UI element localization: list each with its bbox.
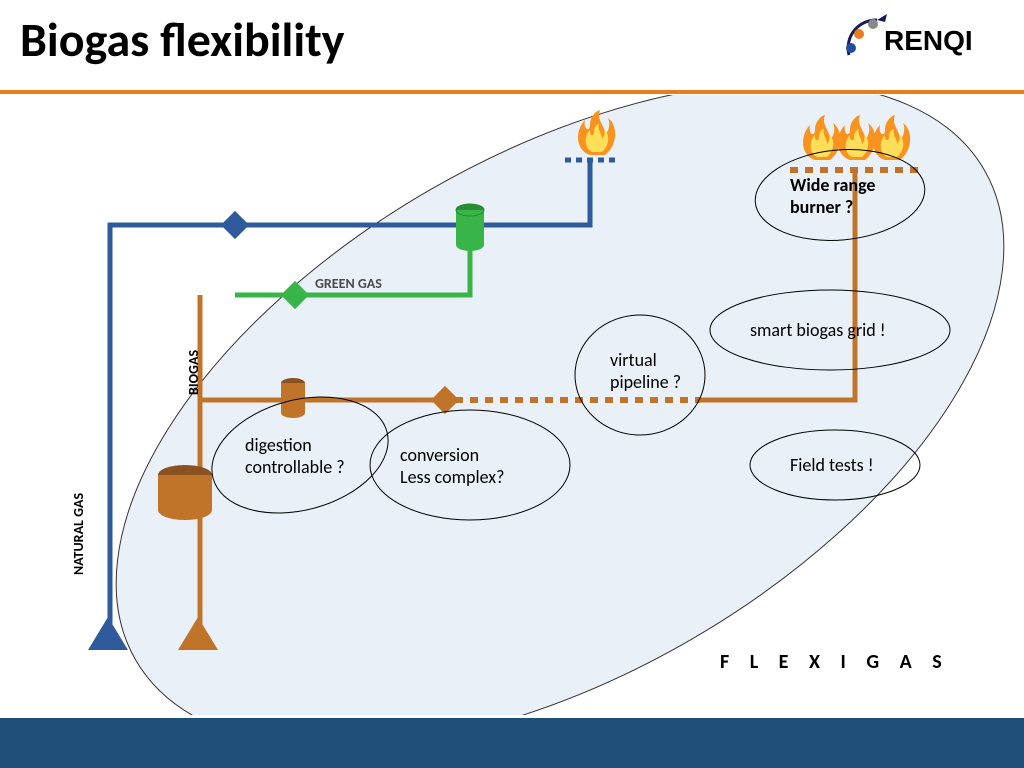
footer-band (0, 718, 1024, 768)
q-field: Field tests ! (790, 455, 874, 477)
diamond-node-blue (221, 211, 249, 239)
flame-icon-triple (803, 115, 910, 160)
renqi-logo: RENQI (829, 10, 1009, 75)
label-flexigas: F L E X I G A S (720, 650, 950, 674)
label-green-gas: GREEN GAS (315, 275, 382, 292)
cylinder-brown-large (158, 465, 212, 520)
flexigas-diagram: NATURAL GAS BIOGAS GREEN GAS digestion c… (0, 95, 1024, 715)
page-title: Biogas flexibility (20, 10, 345, 69)
q-smart: smart biogas grid ! (750, 320, 886, 342)
q-digestion: digestion controllable ? (245, 435, 345, 478)
cylinder-green (456, 204, 484, 251)
header-divider (0, 90, 1024, 94)
q-virtual: virtual pipeline ? (610, 350, 681, 393)
label-natural-gas: NATURAL GAS (70, 493, 87, 575)
q-conversion: conversion Less complex? (400, 445, 504, 488)
label-biogas: BIOGAS (185, 350, 202, 395)
q-wide: Wide range burner ? (790, 175, 875, 218)
logo-text: RENQI (884, 25, 973, 56)
